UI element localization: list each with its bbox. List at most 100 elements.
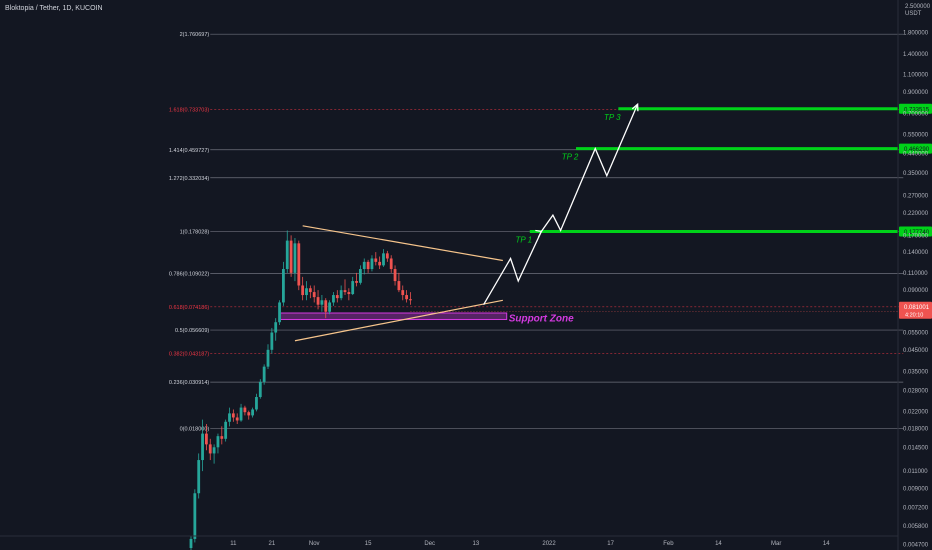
price-tick-label: 0.028000	[903, 389, 929, 395]
candle-body	[405, 295, 408, 300]
price-tick-label: 0.045000	[903, 348, 929, 354]
candle-body	[278, 302, 281, 323]
candle-body	[332, 295, 335, 303]
candle-body	[224, 421, 228, 439]
price-tick-label: 0.014500	[903, 445, 929, 451]
time-tick-label: 14	[715, 541, 722, 547]
target-price-tag	[899, 226, 932, 237]
candle-body	[258, 381, 262, 398]
wedge-lower-line	[294, 299, 503, 342]
candle-body	[320, 300, 324, 305]
candle-body	[378, 261, 382, 266]
candle-body	[347, 292, 351, 295]
current-price-countdown: 4:20:10	[905, 312, 923, 318]
candle-body	[193, 493, 197, 539]
projection-arrowhead	[631, 102, 639, 112]
candle-body	[343, 290, 347, 293]
candle-body	[305, 288, 308, 296]
currency-label: 2.500000 USDT	[905, 4, 930, 18]
time-tick-label: 11	[230, 541, 237, 547]
fib-level-label: 1(0.178028)	[180, 229, 210, 235]
time-tick-label: Nov	[309, 541, 320, 547]
candle-body	[208, 444, 212, 454]
candle-body	[335, 295, 339, 299]
price-tick-label: 0.220000	[903, 211, 929, 217]
target-price-label: 0.466290	[904, 147, 930, 153]
price-tick-label: 0.035000	[903, 369, 929, 375]
time-tick-label: 15	[365, 541, 372, 547]
tp1-arrowhead	[535, 229, 543, 238]
candle-body	[312, 292, 316, 298]
candle-body	[247, 412, 251, 416]
candle-body	[212, 447, 216, 454]
candle-body	[274, 322, 278, 333]
price-tick-label: 1.100000	[903, 73, 929, 79]
time-tick-label: Feb	[663, 541, 674, 547]
projection-path	[483, 104, 639, 306]
symbol-title: Bloktopia / Tether, 1D, KUCOIN	[5, 5, 103, 12]
candle-body	[235, 417, 239, 421]
candle-body	[201, 433, 204, 461]
candles-layer	[189, 230, 412, 550]
target-label: TP 3	[604, 113, 621, 122]
time-tick-label: Dec	[424, 541, 435, 547]
price-tick-label: 1.800000	[903, 30, 929, 36]
price-tick-label: 0.022000	[903, 409, 929, 415]
candle-body	[251, 409, 254, 416]
candle-body	[293, 243, 297, 273]
candle-body	[362, 261, 366, 270]
candle-body	[266, 349, 270, 367]
time-tick-label: 17	[607, 541, 614, 547]
price-tick-label: 0.004700	[903, 542, 929, 548]
fib-level-label: 0.382(0.043187)	[169, 351, 210, 357]
candle-body	[239, 407, 243, 421]
time-tick-label: 21	[269, 541, 276, 547]
price-tick-label: 0.009000	[903, 486, 929, 492]
drawings-layer: TP 1 TP 2 TP 3	[294, 102, 898, 342]
candle-body	[324, 300, 328, 312]
candle-body	[270, 332, 274, 350]
candle-body	[382, 253, 385, 266]
price-tick-label: 0.440000	[903, 152, 929, 158]
candle-body	[308, 288, 312, 293]
price-tick-label: 0.018000	[903, 427, 929, 433]
current-price-tag	[899, 301, 932, 319]
price-tick-label: 0.350000	[903, 171, 929, 177]
candle-body	[397, 281, 401, 291]
candle-body	[374, 258, 378, 262]
currency-top-tick: 2.500000	[905, 4, 931, 10]
candle-body	[197, 460, 201, 494]
candle-body	[328, 302, 331, 312]
candle-body	[255, 397, 258, 410]
target-label: TP 2	[562, 153, 579, 162]
price-tick-label: 0.090000	[903, 288, 929, 294]
fib-level-label: 0.236(0.030914)	[169, 380, 210, 386]
price-tick-label: 0.170000	[903, 233, 929, 239]
candle-body	[385, 253, 389, 259]
price-tick-label: 1.400000	[903, 52, 929, 58]
fib-level-label: 1.272(0.332034)	[169, 176, 210, 182]
time-tick-label: 2022	[542, 541, 556, 547]
fib-level-label: 0.786(0.109022)	[169, 272, 210, 278]
candle-body	[366, 261, 370, 270]
candle-body	[282, 269, 285, 303]
price-tick-label: 0.007200	[903, 506, 929, 512]
candle-body	[289, 240, 293, 273]
candle-body	[393, 269, 397, 282]
target-label: TP 1	[515, 236, 532, 245]
candle-body	[285, 240, 289, 270]
candle-body	[262, 366, 266, 382]
candle-body	[220, 436, 224, 439]
time-axis: 11 21 Nov 15 Dec 13 2022 17 Feb 14 Mar 14	[0, 535, 898, 547]
fib-level-label: 0(0.018000)	[180, 427, 210, 433]
price-tick-label: 0.700000	[903, 112, 929, 118]
candle-body	[216, 436, 220, 448]
time-tick-label: 14	[823, 541, 830, 547]
fib-level-label: 0.5(0.056609)	[175, 328, 209, 334]
candle-body	[339, 290, 343, 299]
target-price-tag	[899, 103, 932, 114]
candle-body	[205, 433, 208, 445]
support-zone-label: Support Zone	[509, 313, 574, 324]
fib-level-label: 1.618(0.733703)	[169, 108, 210, 114]
